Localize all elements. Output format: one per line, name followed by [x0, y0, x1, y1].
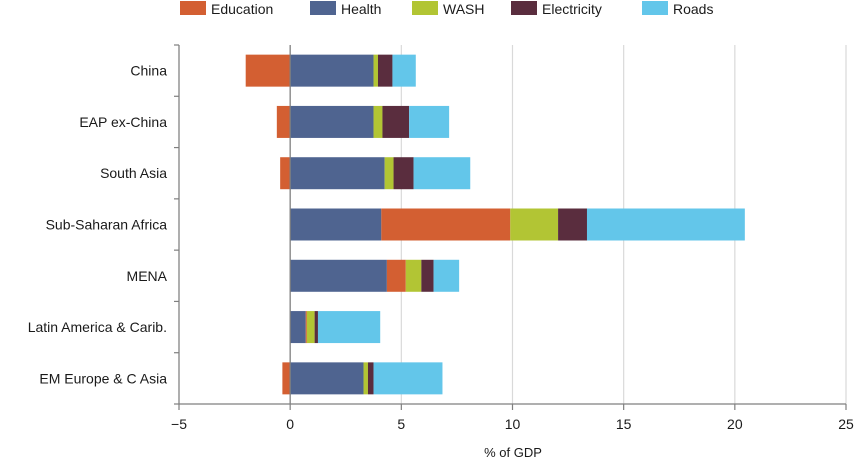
bars [245, 45, 745, 404]
x-tick-label-5: −5 [171, 416, 187, 432]
bar-sub-saharan-africa-electricity [558, 208, 587, 241]
category-label-sub-saharan-africa: Sub-Saharan Africa [46, 217, 168, 233]
bar-south-asia-education [280, 157, 291, 190]
legend-label-education: Education [211, 1, 273, 17]
bar-em-europe-c-asia-electricity [367, 362, 374, 395]
category-label-mena: MENA [127, 268, 168, 284]
bar-south-asia-health [290, 157, 385, 190]
bar-china-health [290, 54, 374, 87]
bar-south-asia-wash [384, 157, 394, 190]
bar-eap-ex-china-electricity [382, 105, 410, 138]
category-label-latin-america-carib: Latin America & Carib. [28, 319, 167, 335]
bar-china-wash [373, 54, 378, 87]
category-labels: China EAP ex-China South Asia Sub-Saharan A… [28, 44, 180, 405]
legend-swatch-wash [412, 1, 438, 15]
x-axis-title: % of GDP [484, 445, 542, 460]
bar-china-roads [392, 54, 416, 87]
x-tick-label-0: 0 [286, 416, 294, 432]
legend-swatch-health [310, 1, 336, 15]
legend-swatch-education [180, 1, 206, 15]
category-label-em-europe-c-asia: EM Europe & C Asia [39, 370, 167, 386]
bar-em-europe-c-asia-education [282, 362, 291, 395]
bar-em-europe-c-asia-roads [373, 362, 443, 395]
bar-latin-america-carib-wash [306, 311, 315, 344]
bar-eap-ex-china-education [276, 105, 291, 138]
category-label-china: China [130, 63, 167, 79]
bar-mena-wash [405, 259, 422, 292]
bar-mena-roads [433, 259, 460, 292]
bar-latin-america-carib-roads [317, 311, 381, 344]
x-tick-label-10: 10 [505, 416, 521, 432]
x-axis: −5 0 5 10 15 20 25 [171, 403, 854, 432]
legend-label-electricity: Electricity [542, 1, 602, 17]
bar-mena-health [290, 259, 387, 292]
bar-em-europe-c-asia-wash [363, 362, 368, 395]
bar-south-asia-electricity [393, 157, 414, 190]
category-label-south-asia: South Asia [100, 165, 167, 181]
legend-label-roads: Roads [673, 1, 713, 17]
bar-eap-ex-china-roads [409, 105, 450, 138]
bar-south-asia-roads [413, 157, 471, 190]
x-tick-label-5: 5 [397, 416, 405, 432]
bar-sub-saharan-africa-roads [586, 208, 745, 241]
legend-swatch-roads [642, 1, 668, 15]
bar-latin-america-carib-health [290, 311, 306, 344]
x-tick-label-15: 15 [616, 416, 632, 432]
bar-china-education [245, 54, 291, 87]
bar-latin-america-carib-electricity [314, 311, 318, 344]
bar-eap-ex-china-health [290, 105, 374, 138]
legend-label-health: Health [341, 1, 381, 17]
x-tick-label-25: 25 [838, 416, 854, 432]
bar-latin-america-carib-education [305, 311, 307, 344]
bar-eap-ex-china-wash [373, 105, 383, 138]
bar-em-europe-c-asia-health [290, 362, 364, 395]
bar-mena-electricity [421, 259, 434, 292]
legend: Education Health WASH Electricity Roads [180, 1, 713, 17]
bar-sub-saharan-africa-education [381, 208, 511, 241]
category-label-eap-ex-china: EAP ex-China [79, 114, 167, 130]
x-tick-label-20: 20 [727, 416, 743, 432]
bar-china-electricity [377, 54, 393, 87]
legend-label-wash: WASH [443, 1, 484, 17]
bar-mena-education [386, 259, 406, 292]
bar-sub-saharan-africa-wash [510, 208, 559, 241]
bar-sub-saharan-africa-health [290, 208, 382, 241]
legend-swatch-electricity [511, 1, 537, 15]
